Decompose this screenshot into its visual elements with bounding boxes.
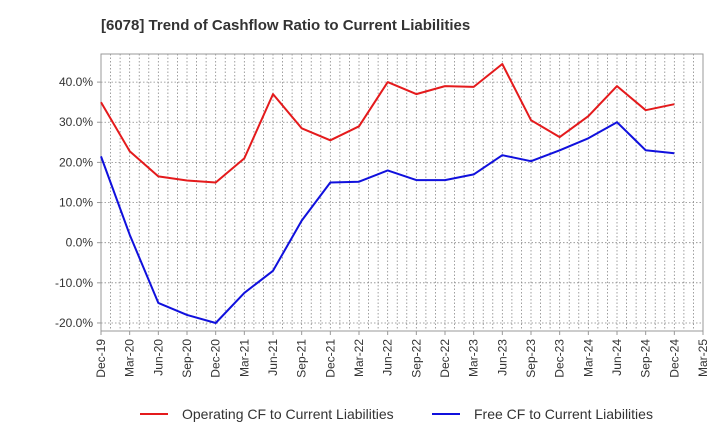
x-tick-label: Dec-21 — [323, 339, 337, 378]
y-tick-label: -10.0% — [55, 276, 93, 290]
y-tick-label: -20.0% — [55, 316, 93, 330]
x-tick-label: Sep-22 — [409, 339, 423, 378]
y-tick-label: 40.0% — [59, 75, 93, 89]
x-tick-label: Dec-24 — [667, 339, 681, 378]
y-tick-label: 20.0% — [59, 155, 93, 169]
series-layer — [100, 63, 675, 324]
x-tick-label: Sep-23 — [524, 339, 538, 378]
x-axis-ticks: Dec-19 Mar-20 Jun-20 Sep-20 Dec-20 Mar-21 Jun-… — [94, 331, 710, 378]
x-tick-label: Dec-20 — [209, 339, 223, 378]
x-tick-label: Jun-20 — [151, 339, 165, 376]
x-tick-label: Mar-25 — [696, 339, 710, 377]
chart-title: [6078] Trend of Cashflow Ratio to Curren… — [101, 17, 470, 34]
legend-label: Free CF to Current Liabilities — [474, 406, 653, 422]
series-line-operating-cf — [100, 63, 675, 184]
x-tick-label: Jun-22 — [381, 339, 395, 376]
legend-label: Operating CF to Current Liabilities — [182, 406, 394, 422]
x-tick-label: Mar-22 — [352, 339, 366, 377]
x-tick-label: Sep-21 — [295, 339, 309, 378]
x-tick-label: Mar-21 — [237, 339, 251, 377]
x-tick-label: Sep-20 — [180, 339, 194, 378]
y-axis-ticks: 40.0% 30.0% 20.0% 10.0% 0.0% -10.0% -20.0% — [55, 75, 101, 330]
y-tick-label: 10.0% — [59, 196, 93, 210]
x-tick-label: Mar-23 — [467, 339, 481, 377]
x-tick-label: Mar-24 — [581, 339, 595, 377]
grid — [101, 54, 703, 331]
x-tick-label: Jun-24 — [610, 339, 624, 376]
plot-frame — [100, 53, 704, 332]
x-tick-label: Jun-21 — [266, 339, 280, 376]
x-tick-label: Jun-23 — [495, 339, 509, 376]
legend: Operating CF to Current Liabilities Free … — [140, 406, 653, 422]
x-tick-label: Sep-24 — [639, 339, 653, 378]
x-tick-label: Mar-20 — [123, 339, 137, 377]
y-tick-label: 30.0% — [59, 115, 93, 129]
x-tick-label: Dec-22 — [438, 339, 452, 378]
series-line-free-cf — [100, 121, 675, 324]
x-tick-label: Dec-23 — [553, 339, 567, 378]
y-tick-label: 0.0% — [66, 236, 94, 250]
x-tick-label: Dec-19 — [94, 339, 108, 378]
